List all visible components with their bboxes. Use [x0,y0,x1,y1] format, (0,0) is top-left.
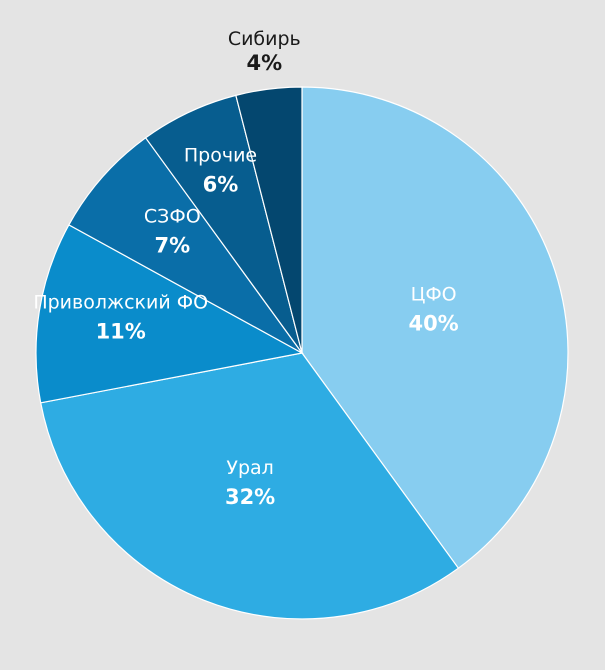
pie-slices [35,86,569,620]
slice-label-cfo: ЦФО [411,283,457,305]
pie-slice-sibir [235,86,303,354]
slice-label-ural: Урал [226,457,273,479]
slice-value-ural: 32% [225,485,275,509]
slice-label-szfo: СЗФО [144,206,201,228]
pie-slice-ural [40,352,460,620]
slice-value-szfo: 7% [154,234,190,258]
slice-value-privolzhsky-fo: 11% [96,319,146,343]
slice-value-prochie: 6% [203,173,239,197]
pie-labels: ЦФО 40% Урал 32% Приволжский ФО 11% СЗФО 7% Проч… [33,28,458,509]
slice-label-sibir: Сибирь [228,28,301,50]
pie-slice-szfo [68,136,303,354]
pie-slice-cfo [301,86,569,570]
slice-label-prochie: Прочие [184,145,257,167]
slice-value-cfo: 40% [408,311,458,335]
pie-slice-privolzhsky-fo [35,224,304,404]
slice-value-sibir: 4% [246,51,282,75]
slice-label-privolzhsky-fo: Приволжский ФО [33,291,208,313]
